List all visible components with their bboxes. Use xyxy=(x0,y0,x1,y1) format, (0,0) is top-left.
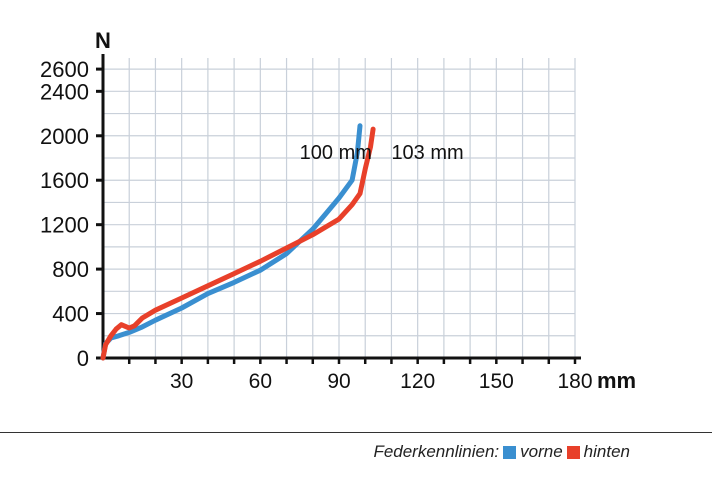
x-tick-label: 30 xyxy=(170,370,193,393)
legend-label-hinten: hinten xyxy=(583,442,630,461)
legend: Federkennlinien: vorne hinten xyxy=(373,442,630,462)
y-tick-label: 2600 xyxy=(40,57,89,82)
legend-title: Federkennlinien: xyxy=(373,442,500,461)
annotation-label: 100 mm xyxy=(300,142,372,164)
axes xyxy=(96,54,581,364)
series-group xyxy=(100,123,376,361)
y-tick-label: 0 xyxy=(77,346,89,371)
x-tick-label: 180 xyxy=(557,370,592,393)
y-tick-label: 1600 xyxy=(40,168,89,193)
y-tick-label: 400 xyxy=(52,302,89,327)
series-line-vorne xyxy=(100,123,363,361)
series-line-hinten xyxy=(100,126,376,361)
x-tick-label: 120 xyxy=(400,370,435,393)
annotation-label: 103 mm xyxy=(391,142,463,164)
x-tick-label: 150 xyxy=(479,370,514,393)
x-tick-label: 90 xyxy=(327,370,350,393)
legend-swatch-vorne xyxy=(503,445,517,459)
x-axis-unit: mm xyxy=(597,368,636,393)
legend-swatch-hinten xyxy=(566,445,580,459)
y-tick-label: 800 xyxy=(52,257,89,282)
y-tick-label: 2000 xyxy=(40,124,89,149)
y-tick-label: 2400 xyxy=(40,79,89,104)
x-tick-label: 60 xyxy=(249,370,272,393)
y-axis-unit: N xyxy=(95,28,111,53)
grid xyxy=(103,58,576,358)
legend-label-vorne: vorne xyxy=(520,442,563,461)
y-tick-label: 1200 xyxy=(40,213,89,238)
divider-line xyxy=(0,432,712,433)
